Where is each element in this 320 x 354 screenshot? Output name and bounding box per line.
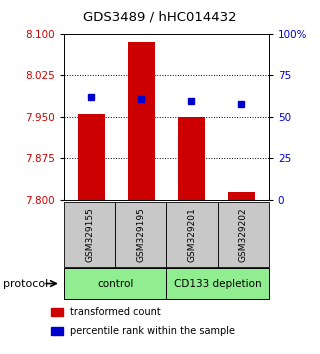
Text: protocol: protocol <box>3 279 48 289</box>
Text: GSM329195: GSM329195 <box>136 207 145 262</box>
Bar <box>78 114 105 200</box>
Text: transformed count: transformed count <box>70 307 161 317</box>
Text: GSM329155: GSM329155 <box>85 207 94 262</box>
Bar <box>228 192 255 200</box>
Bar <box>178 117 205 200</box>
Text: control: control <box>97 279 133 289</box>
Text: CD133 depletion: CD133 depletion <box>174 279 261 289</box>
Text: GSM329201: GSM329201 <box>188 207 196 262</box>
Text: GDS3489 / hHC014432: GDS3489 / hHC014432 <box>83 11 237 23</box>
Text: GSM329202: GSM329202 <box>239 207 248 262</box>
Bar <box>128 42 155 200</box>
Text: percentile rank within the sample: percentile rank within the sample <box>70 326 235 336</box>
